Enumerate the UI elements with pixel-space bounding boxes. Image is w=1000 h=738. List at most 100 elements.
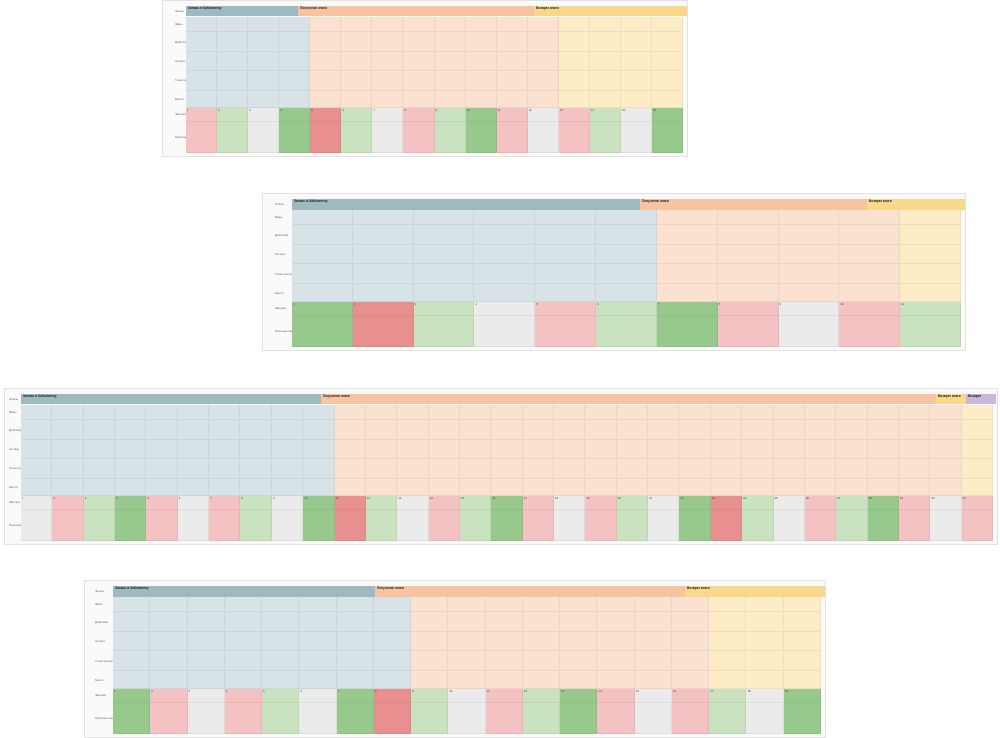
- table-cell: [930, 420, 962, 441]
- table-cell: [742, 420, 774, 441]
- table-cell: [930, 458, 962, 479]
- row-label: Причины эмоций: [275, 328, 299, 333]
- table-cell: [589, 90, 621, 108]
- emotion-cell: 4: [474, 301, 536, 316]
- table-cell: [804, 420, 837, 441]
- table-cell: [21, 420, 53, 441]
- table-cell: [560, 612, 598, 633]
- row-label: Действия: [175, 39, 189, 44]
- table-cell: [522, 440, 555, 459]
- emotion-cell: 5: [262, 688, 300, 703]
- table-cell: [651, 70, 683, 91]
- table-cell: [836, 404, 868, 420]
- table-cell: [186, 70, 218, 91]
- table-cell: [485, 651, 523, 672]
- table-cell: [397, 458, 429, 479]
- row-label: Действия: [9, 427, 23, 432]
- emotion-reason-cell: [248, 121, 280, 153]
- table-cell: [177, 420, 210, 441]
- emotion-reason-cell: [434, 121, 466, 153]
- emotion-reason-cell: [836, 509, 868, 541]
- table-cell: [717, 225, 779, 246]
- table-cell: [867, 440, 899, 459]
- table-cell: [585, 404, 617, 420]
- table-cell: [597, 596, 635, 613]
- stage-header-signup: Запись в библиотеку: [21, 393, 321, 405]
- table-cell: [403, 32, 435, 53]
- table-cell: [679, 478, 711, 496]
- table-cell: [596, 284, 657, 302]
- table-cell: [217, 90, 249, 108]
- table-cell: [589, 32, 621, 53]
- table-cell: [522, 596, 561, 613]
- table-cell: [496, 70, 528, 91]
- emotion-cell: 17: [709, 688, 747, 703]
- emotion-cell: 10: [839, 301, 901, 316]
- table-cell: [961, 440, 993, 459]
- emotion-cell: 11: [496, 107, 528, 122]
- table-cell: [248, 90, 280, 108]
- table-cell: [527, 32, 559, 53]
- table-cell: [717, 245, 779, 265]
- table-cell: [115, 404, 147, 420]
- table-cell: [113, 612, 151, 633]
- table-cell: [177, 478, 210, 496]
- table-cell: [224, 596, 263, 613]
- table-cell: [651, 32, 683, 53]
- emotion-reason-cell: [554, 509, 586, 541]
- table-cell: [560, 596, 598, 613]
- journey-board: Этапы Фазы Действия Акторы Точки контакта Мес…: [4, 388, 998, 545]
- emotion-reason-cell: [397, 509, 429, 541]
- table-cell: [403, 16, 435, 32]
- emotion-reason-cell: [651, 121, 683, 153]
- emotion-reason-cell: [403, 121, 435, 153]
- table-cell: [522, 671, 561, 689]
- table-cell: [485, 596, 523, 613]
- row-label: Этапы: [275, 201, 284, 206]
- table-cell: [292, 245, 353, 265]
- emotion-reason-cell: [411, 702, 449, 734]
- table-cell: [474, 225, 536, 246]
- table-cell: [403, 70, 435, 91]
- table-cell: [589, 70, 621, 91]
- table-cell: [616, 478, 649, 496]
- table-cell: [83, 420, 116, 441]
- emotion-cell: 12: [527, 107, 559, 122]
- table-cell: [177, 440, 210, 459]
- table-cell: [560, 632, 598, 652]
- table-cell: [900, 284, 961, 302]
- table-cell: [867, 404, 899, 420]
- emotion-reason-cell: [224, 702, 263, 734]
- table-cell: [742, 478, 774, 496]
- stage-header-return: Возврат книги: [867, 198, 965, 210]
- table-cell: [187, 612, 225, 633]
- table-cell: [773, 420, 805, 441]
- emotion-reason-cell: [115, 509, 147, 541]
- emotion-cell: 6: [177, 495, 210, 510]
- table-cell: [83, 440, 116, 459]
- table-cell: [620, 70, 652, 91]
- stage-header-signup: Запись в библиотеку: [186, 5, 298, 17]
- table-cell: [224, 632, 263, 652]
- table-cell: [898, 420, 931, 441]
- table-cell: [448, 612, 486, 633]
- table-cell: [804, 404, 837, 420]
- table-cell: [115, 420, 147, 441]
- emotion-reason-cell: [341, 121, 373, 153]
- table-cell: [209, 458, 241, 479]
- table-cell: [217, 32, 249, 53]
- emotion-reason-cell: [679, 509, 711, 541]
- table-cell: [656, 245, 718, 265]
- table-cell: [21, 478, 53, 496]
- table-cell: [186, 52, 218, 71]
- table-cell: [299, 596, 337, 613]
- emotion-cell: 20: [616, 495, 649, 510]
- table-cell: [413, 209, 475, 226]
- table-cell: [839, 245, 901, 265]
- table-cell: [334, 458, 366, 479]
- emotion-cell: 13: [558, 107, 590, 122]
- table-cell: [262, 671, 300, 689]
- row-label: Действия: [95, 619, 109, 624]
- table-cell: [773, 458, 805, 479]
- table-cell: [279, 52, 311, 71]
